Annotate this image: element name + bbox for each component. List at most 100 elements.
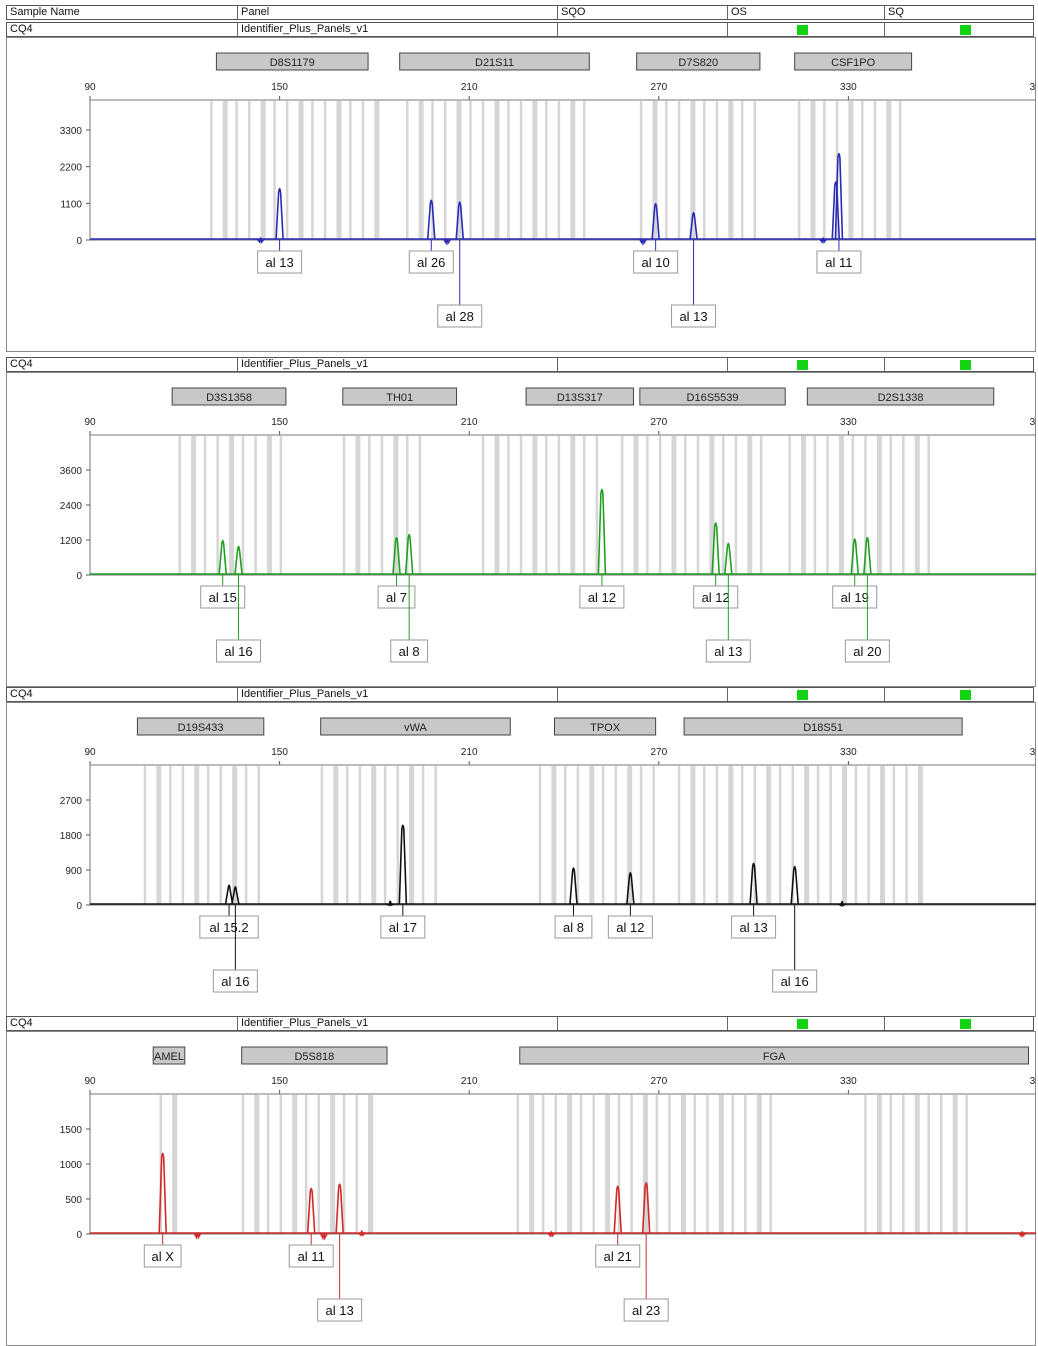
peak[interactable]	[569, 867, 578, 905]
peak[interactable]	[335, 1183, 344, 1234]
allele-label-box[interactable]	[693, 585, 739, 609]
marker-bar[interactable]	[794, 52, 913, 71]
marker-D5S818[interactable]: D5S818	[241, 1046, 388, 1065]
peak[interactable]	[193, 1232, 202, 1240]
peak[interactable]	[850, 538, 860, 575]
marker-bar[interactable]	[241, 1046, 388, 1065]
marker-bar[interactable]	[636, 52, 761, 71]
peak[interactable]	[231, 885, 240, 905]
allele-label-box[interactable]	[579, 585, 625, 609]
sample-row[interactable]: CQ4 Identifier_Plus_Panels_v1	[6, 1016, 1034, 1031]
allele-label-box[interactable]	[554, 915, 593, 939]
peak[interactable]	[442, 238, 452, 246]
allele-label-box[interactable]	[216, 639, 262, 663]
peak[interactable]	[256, 237, 265, 244]
peak[interactable]	[711, 522, 720, 575]
marker-bar[interactable]	[171, 387, 287, 406]
peak[interactable]	[306, 1187, 316, 1234]
marker-CSF1PO[interactable]: CSF1PO	[794, 52, 913, 71]
allele-label-box[interactable]	[844, 639, 890, 663]
allele-label-box[interactable]	[200, 585, 246, 609]
allele-label-box[interactable]	[143, 1244, 182, 1268]
allele-label-box[interactable]	[437, 304, 483, 328]
marker-bar[interactable]	[152, 1046, 186, 1065]
peak[interactable]	[834, 152, 844, 240]
allele-label-box[interactable]	[607, 915, 653, 939]
col-os[interactable]: OS	[727, 6, 747, 19]
peak[interactable]	[651, 202, 660, 240]
peak[interactable]	[392, 536, 401, 575]
marker-AMEL[interactable]: AMEL	[152, 1046, 186, 1065]
allele-label-box[interactable]	[671, 304, 717, 328]
peak[interactable]	[863, 536, 872, 575]
marker-D19S433[interactable]: D19S433	[136, 717, 265, 736]
peak[interactable]	[275, 187, 284, 240]
allele-label-box[interactable]	[408, 250, 454, 274]
allele-label-box[interactable]	[595, 1244, 641, 1268]
peak[interactable]	[613, 1185, 623, 1234]
marker-bar[interactable]	[519, 1046, 1030, 1065]
peak[interactable]	[319, 1232, 329, 1241]
peak[interactable]	[819, 237, 828, 244]
peak[interactable]	[218, 539, 228, 575]
peak[interactable]	[404, 533, 414, 575]
peak[interactable]	[224, 884, 234, 905]
peak[interactable]	[626, 871, 635, 905]
sample-row[interactable]: CQ4 Identifier_Plus_Panels_v1	[6, 357, 1034, 372]
allele-label-box[interactable]	[257, 250, 303, 274]
peak[interactable]	[398, 824, 408, 905]
peak[interactable]	[426, 199, 436, 240]
allele-label-box[interactable]	[731, 915, 777, 939]
marker-bar[interactable]	[136, 717, 265, 736]
marker-D18S51[interactable]: D18S51	[683, 717, 963, 736]
allele-label-box[interactable]	[772, 969, 818, 993]
allele-label-box[interactable]	[317, 1298, 363, 1322]
marker-D16S5539[interactable]: D16S5539	[639, 387, 786, 406]
allele-label-box[interactable]	[623, 1298, 669, 1322]
marker-bar[interactable]	[342, 387, 458, 406]
allele-label-box[interactable]	[816, 250, 862, 274]
peak[interactable]	[357, 1230, 366, 1237]
marker-TH01[interactable]: TH01	[342, 387, 458, 406]
marker-TPOX[interactable]: TPOX	[554, 717, 657, 736]
marker-FGA[interactable]: FGA	[519, 1046, 1030, 1065]
allele-label-box[interactable]	[832, 585, 878, 609]
col-sq[interactable]: SQ	[884, 6, 904, 19]
allele-label-box[interactable]	[377, 585, 416, 609]
marker-bar[interactable]	[525, 387, 635, 406]
marker-bar[interactable]	[639, 387, 786, 406]
marker-D8S1179[interactable]: D8S1179	[215, 52, 369, 71]
sample-row[interactable]: CQ4 Identifier_Plus_Panels_v1	[6, 687, 1034, 702]
marker-bar[interactable]	[554, 717, 657, 736]
peak[interactable]	[838, 900, 847, 907]
peak[interactable]	[790, 865, 799, 905]
allele-label-box[interactable]	[288, 1244, 334, 1268]
marker-D13S317[interactable]: D13S317	[525, 387, 635, 406]
allele-label-box[interactable]	[633, 250, 679, 274]
peak[interactable]	[386, 900, 395, 907]
sample-row[interactable]: CQ4 Identifier_Plus_Panels_v1	[6, 22, 1034, 37]
allele-label-box[interactable]	[380, 915, 426, 939]
col-sqo[interactable]: SQO	[557, 6, 585, 19]
allele-label-box[interactable]	[390, 639, 429, 663]
marker-vWA[interactable]: vWA	[320, 717, 511, 736]
peak[interactable]	[641, 1182, 651, 1234]
marker-bar[interactable]	[320, 717, 511, 736]
peak[interactable]	[547, 1231, 556, 1238]
peak[interactable]	[597, 488, 607, 575]
peak[interactable]	[1018, 1231, 1027, 1238]
marker-D21S11[interactable]: D21S11	[399, 52, 590, 71]
marker-D7S820[interactable]: D7S820	[636, 52, 761, 71]
marker-D3S1358[interactable]: D3S1358	[171, 387, 287, 406]
peak[interactable]	[234, 545, 243, 575]
marker-bar[interactable]	[215, 52, 369, 71]
marker-bar[interactable]	[399, 52, 590, 71]
marker-bar[interactable]	[683, 717, 963, 736]
peak[interactable]	[158, 1152, 167, 1234]
marker-bar[interactable]	[806, 387, 995, 406]
peak[interactable]	[724, 542, 733, 575]
allele-label-box[interactable]	[199, 915, 259, 939]
allele-label-box[interactable]	[705, 639, 751, 663]
marker-D2S1338[interactable]: D2S1338	[806, 387, 995, 406]
allele-label-box[interactable]	[212, 969, 258, 993]
